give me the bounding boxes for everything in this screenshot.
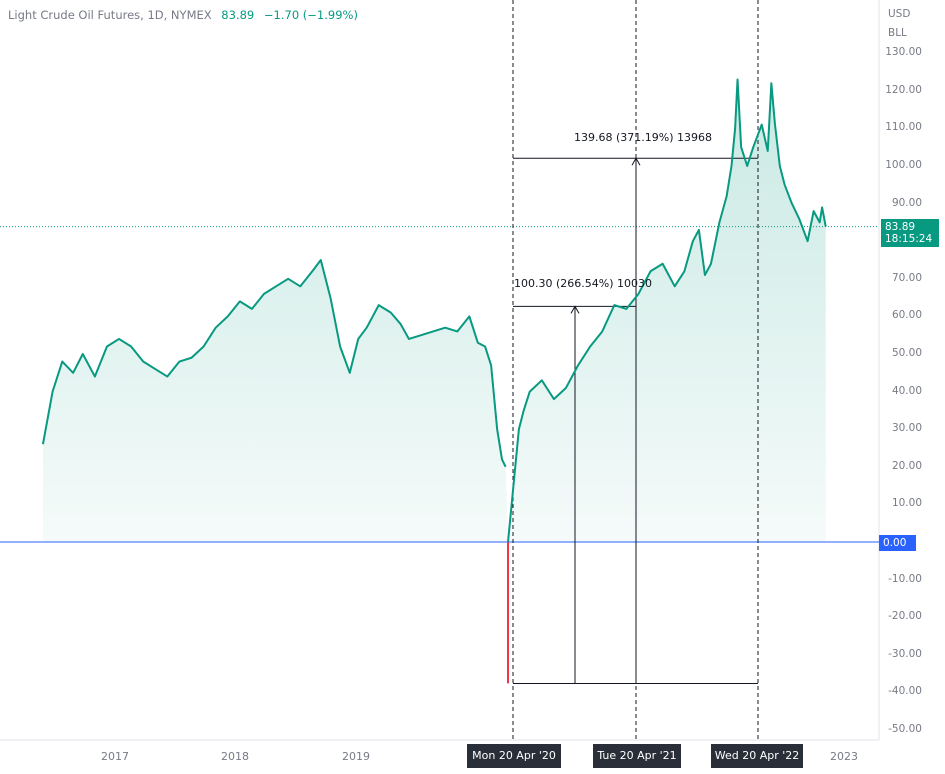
zero-price-badge: 0.00 <box>879 535 916 551</box>
range-measurement-label: 100.30 (266.54%) 10030 <box>514 277 652 290</box>
crosshair-date-label: Mon 20 Apr '20 <box>467 744 561 768</box>
price-change-value: −1.70 (−1.99%) <box>263 8 358 22</box>
price-tick-label: 100.00 <box>885 159 922 171</box>
price-line <box>41 78 827 684</box>
price-tick-label: -30.00 <box>888 647 922 660</box>
price-line-segment <box>41 259 507 468</box>
last-price-badge-value: 83.89 <box>885 221 916 233</box>
price-range-measurements[interactable] <box>513 157 758 684</box>
price-tick-label: 130.00 <box>885 46 922 59</box>
range-arrow-head <box>631 157 641 166</box>
price-tick-label: 40.00 <box>891 384 922 397</box>
last-price-badge: 83.89 18:15:24 <box>881 219 939 247</box>
time-tick-label: 2018 <box>221 750 249 763</box>
price-tick-label: 60.00 <box>891 309 922 322</box>
currency-unit: USD <box>888 8 911 20</box>
price-tick-label: -10.00 <box>888 572 922 585</box>
price-tick-label: 120.00 <box>885 83 922 96</box>
price-tick-label: 50.00 <box>891 347 922 359</box>
price-tick-label: -40.00 <box>888 685 922 698</box>
price-tick-label: 30.00 <box>891 422 922 435</box>
price-line-segment <box>507 78 827 543</box>
price-area-fill <box>42 79 826 543</box>
price-tick-label: -20.00 <box>888 610 922 623</box>
crosshair-date-label: Tue 20 Apr '21 <box>593 744 681 768</box>
last-price-value: 83.89 <box>221 8 255 22</box>
crosshair-date-label: Wed 20 Apr '22 <box>711 744 803 768</box>
bar-countdown: 18:15:24 <box>885 233 933 245</box>
range-arrow-head <box>570 305 580 314</box>
range-measurement-label: 139.68 (371.19%) 13968 <box>574 131 712 144</box>
price-tick-label: 110.00 <box>885 121 922 134</box>
price-tick-label: 10.00 <box>891 497 922 510</box>
price-tick-label: 70.00 <box>891 271 922 284</box>
time-tick-label: 2019 <box>342 750 370 763</box>
area-fill-shape <box>42 79 826 543</box>
time-tick-label: 2017 <box>101 750 129 763</box>
time-tick-label: 2023 <box>830 750 858 763</box>
symbol-label: Light Crude Oil Futures, 1D, NYMEX <box>8 8 212 22</box>
price-tick-label: 90.00 <box>891 196 922 209</box>
price-tick-label: 20.00 <box>891 459 922 472</box>
price-tick-label: -50.00 <box>888 723 922 735</box>
volume-unit: BLL <box>888 27 907 39</box>
chart-legend: Light Crude Oil Futures, 1D, NYMEX 83.89… <box>8 8 358 22</box>
